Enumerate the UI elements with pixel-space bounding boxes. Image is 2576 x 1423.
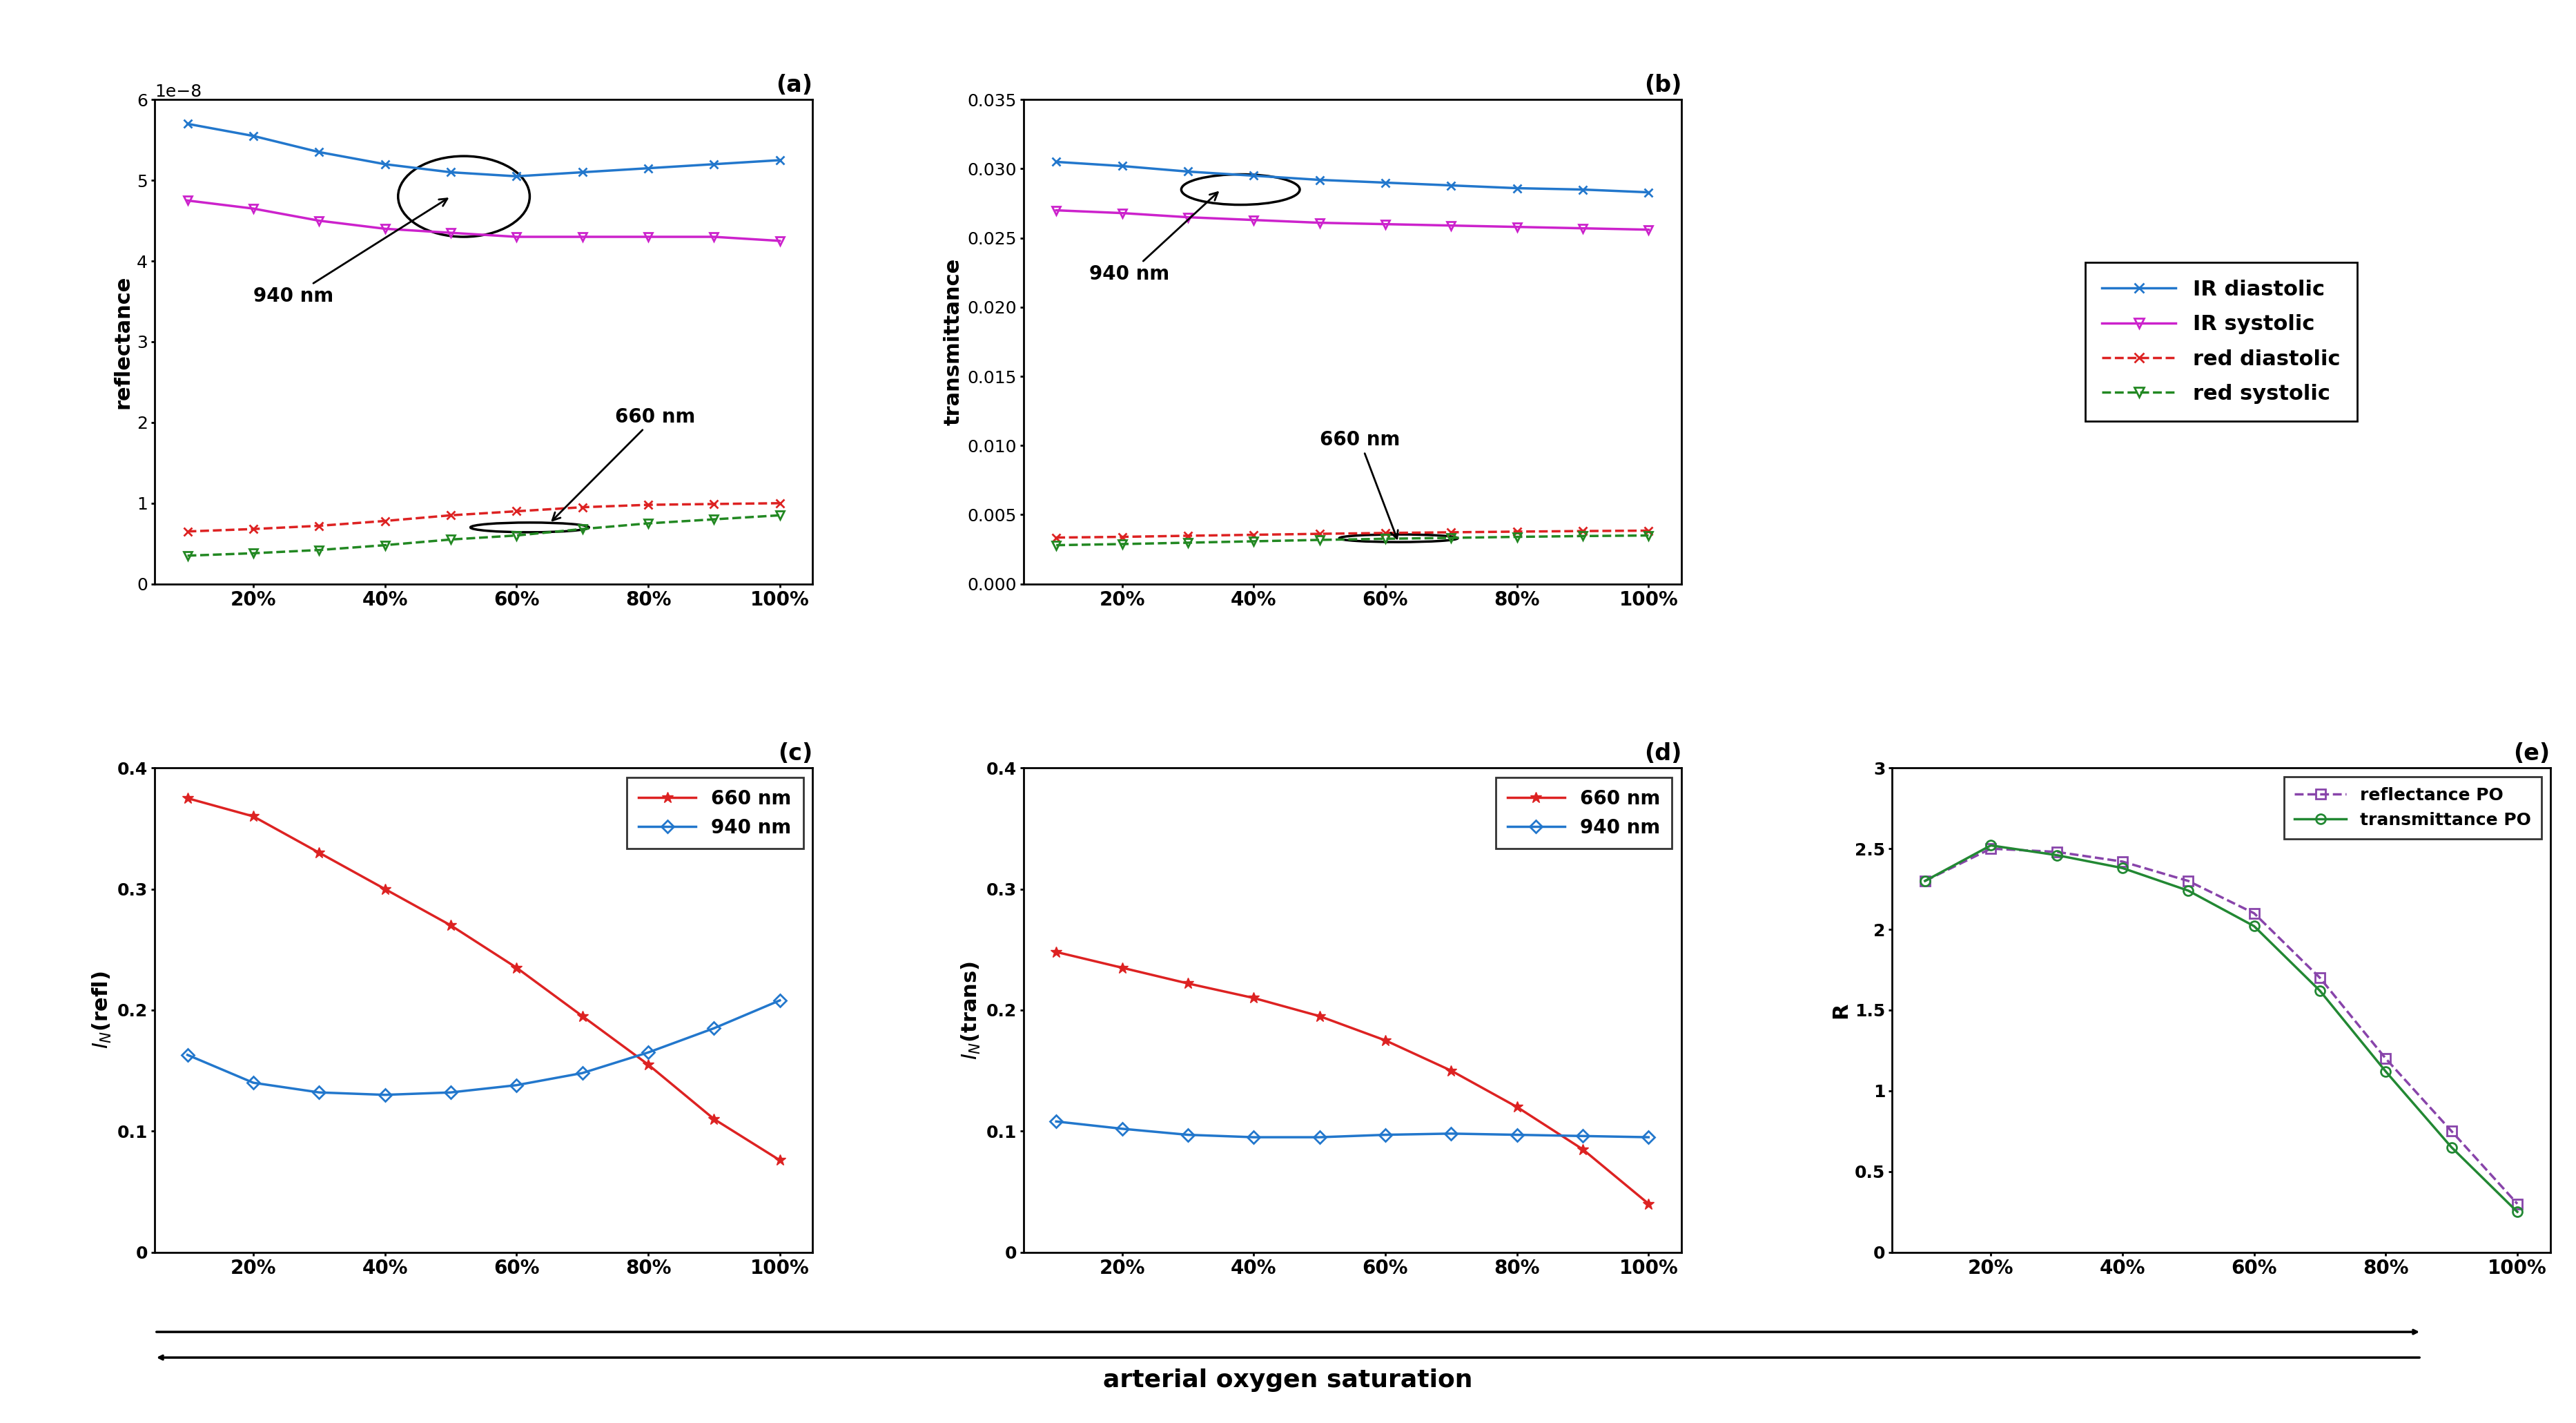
Legend: reflectance PO, transmittance PO: reflectance PO, transmittance PO (2285, 777, 2543, 840)
Text: 940 nm: 940 nm (252, 199, 448, 306)
Text: 660 nm: 660 nm (551, 407, 696, 521)
Text: (c): (c) (778, 743, 811, 766)
Text: (b): (b) (1643, 74, 1682, 97)
Y-axis label: R: R (1832, 1002, 1852, 1019)
Legend: 660 nm, 940 nm: 660 nm, 940 nm (626, 777, 804, 848)
Y-axis label: reflectance: reflectance (113, 275, 134, 408)
Y-axis label: transmittance: transmittance (943, 258, 963, 425)
Text: 940 nm: 940 nm (1090, 192, 1218, 283)
Legend: 660 nm, 940 nm: 660 nm, 940 nm (1497, 777, 1672, 848)
Text: arterial oxygen saturation: arterial oxygen saturation (1103, 1369, 1473, 1392)
Legend: IR diastolic, IR systolic, red diastolic, red systolic: IR diastolic, IR systolic, red diastolic… (2084, 263, 2357, 421)
Text: (d): (d) (1643, 743, 1682, 766)
Text: 660 nm: 660 nm (1319, 430, 1399, 538)
Y-axis label: $I_N$(refl): $I_N$(refl) (90, 972, 113, 1049)
Text: (e): (e) (2514, 743, 2550, 766)
Y-axis label: $I_N$(trans): $I_N$(trans) (961, 961, 981, 1060)
Text: (a): (a) (775, 74, 811, 97)
